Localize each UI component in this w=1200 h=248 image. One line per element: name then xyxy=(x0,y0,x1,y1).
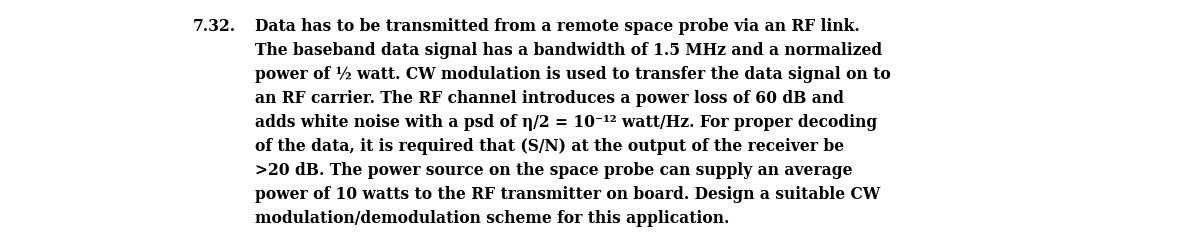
Text: >20 dB. The power source on the space probe can supply an average: >20 dB. The power source on the space pr… xyxy=(256,162,852,179)
Text: power of ½ watt. CW modulation is used to transfer the data signal on to: power of ½ watt. CW modulation is used t… xyxy=(256,66,890,83)
Text: 7.32.: 7.32. xyxy=(193,18,236,35)
Text: Data has to be transmitted from a remote space probe via an RF link.: Data has to be transmitted from a remote… xyxy=(256,18,859,35)
Text: an RF carrier. The RF channel introduces a power loss of 60 dB and: an RF carrier. The RF channel introduces… xyxy=(256,90,844,107)
Text: modulation/demodulation scheme for this application.: modulation/demodulation scheme for this … xyxy=(256,210,730,227)
Text: adds white noise with a psd of η/2 = 10⁻¹² watt/Hz. For proper decoding: adds white noise with a psd of η/2 = 10⁻… xyxy=(256,114,877,131)
Text: power of 10 watts to the RF transmitter on board. Design a suitable CW: power of 10 watts to the RF transmitter … xyxy=(256,186,881,203)
Text: The baseband data signal has a bandwidth of 1.5 MHz and a normalized: The baseband data signal has a bandwidth… xyxy=(256,42,882,59)
Text: of the data, it is required that (S/N) at the output of the receiver be: of the data, it is required that (S/N) a… xyxy=(256,138,844,155)
